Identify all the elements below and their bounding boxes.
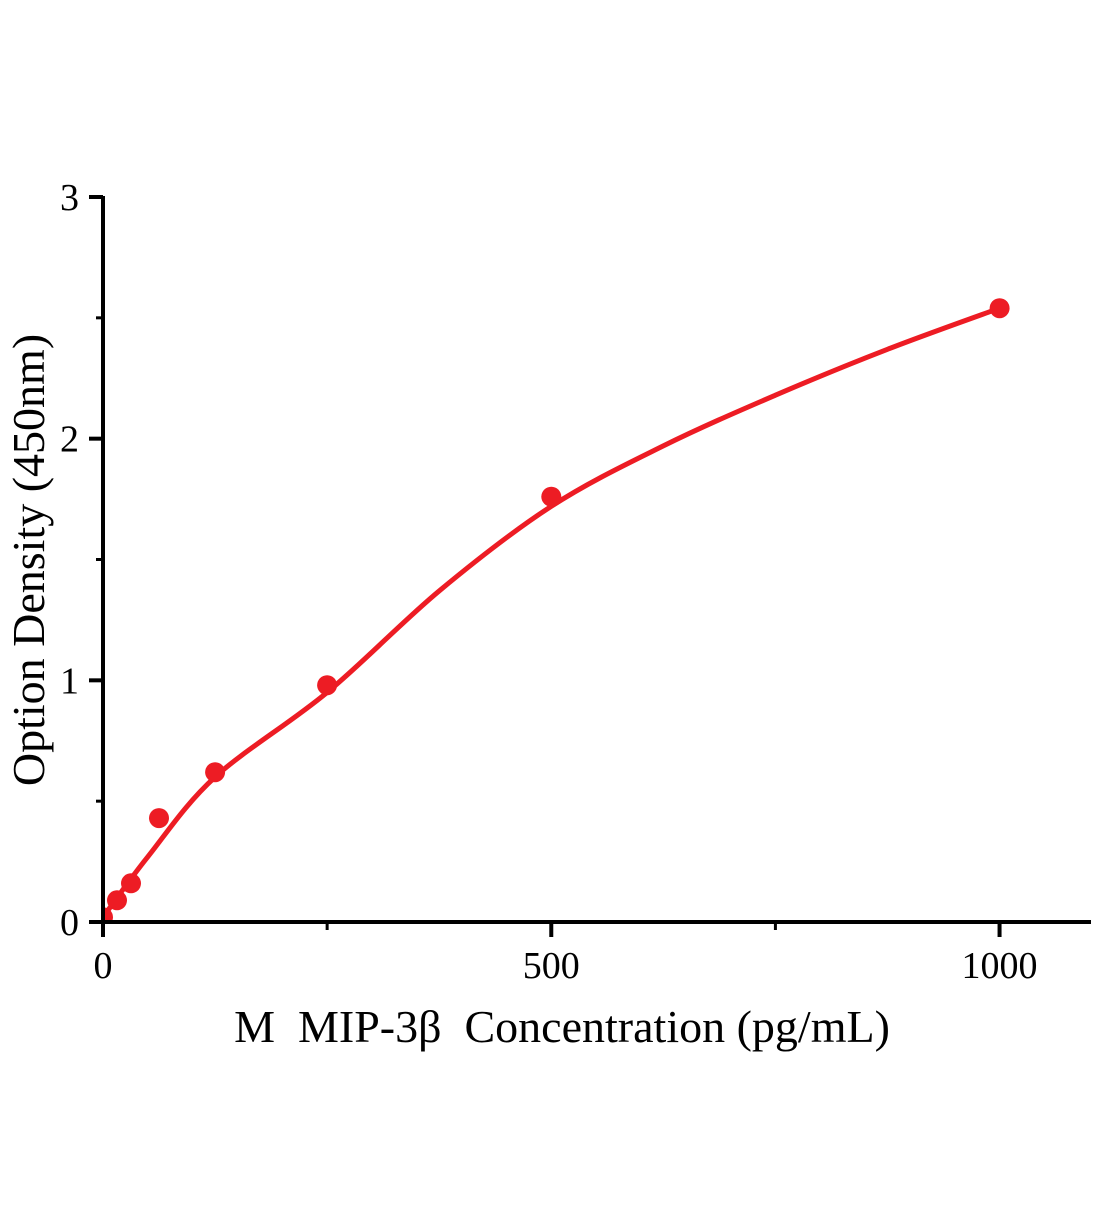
y-tick-label: 3 xyxy=(60,177,79,219)
x-tick-label: 0 xyxy=(94,945,113,987)
fit-curve-line xyxy=(103,305,1003,920)
y-tick-label: 0 xyxy=(60,902,79,944)
x-tick-label: 500 xyxy=(523,945,580,987)
data-point-marker xyxy=(107,890,127,911)
y-tick-label: 2 xyxy=(60,419,79,461)
data-point-marker xyxy=(103,907,113,922)
x-tick-label: 1000 xyxy=(962,945,1038,987)
axis-layer xyxy=(101,196,1091,924)
series-layer xyxy=(103,298,1010,922)
x-axis-title: M MIP-3β Concentration (pg/mL) xyxy=(234,1001,890,1052)
data-point-marker xyxy=(989,298,1010,319)
y-tick-label: 1 xyxy=(60,660,79,702)
tick-label-layer: 0 500 1000 0 1 2 3 xyxy=(60,177,1038,987)
y-axis-title: Option Density (450nm) xyxy=(3,334,54,786)
data-point-marker xyxy=(149,808,169,829)
data-point-marker xyxy=(205,762,226,783)
data-point-marker xyxy=(121,873,141,894)
tick-layer xyxy=(89,195,1002,937)
data-point-marker xyxy=(317,675,338,696)
data-point-marker xyxy=(541,486,562,507)
